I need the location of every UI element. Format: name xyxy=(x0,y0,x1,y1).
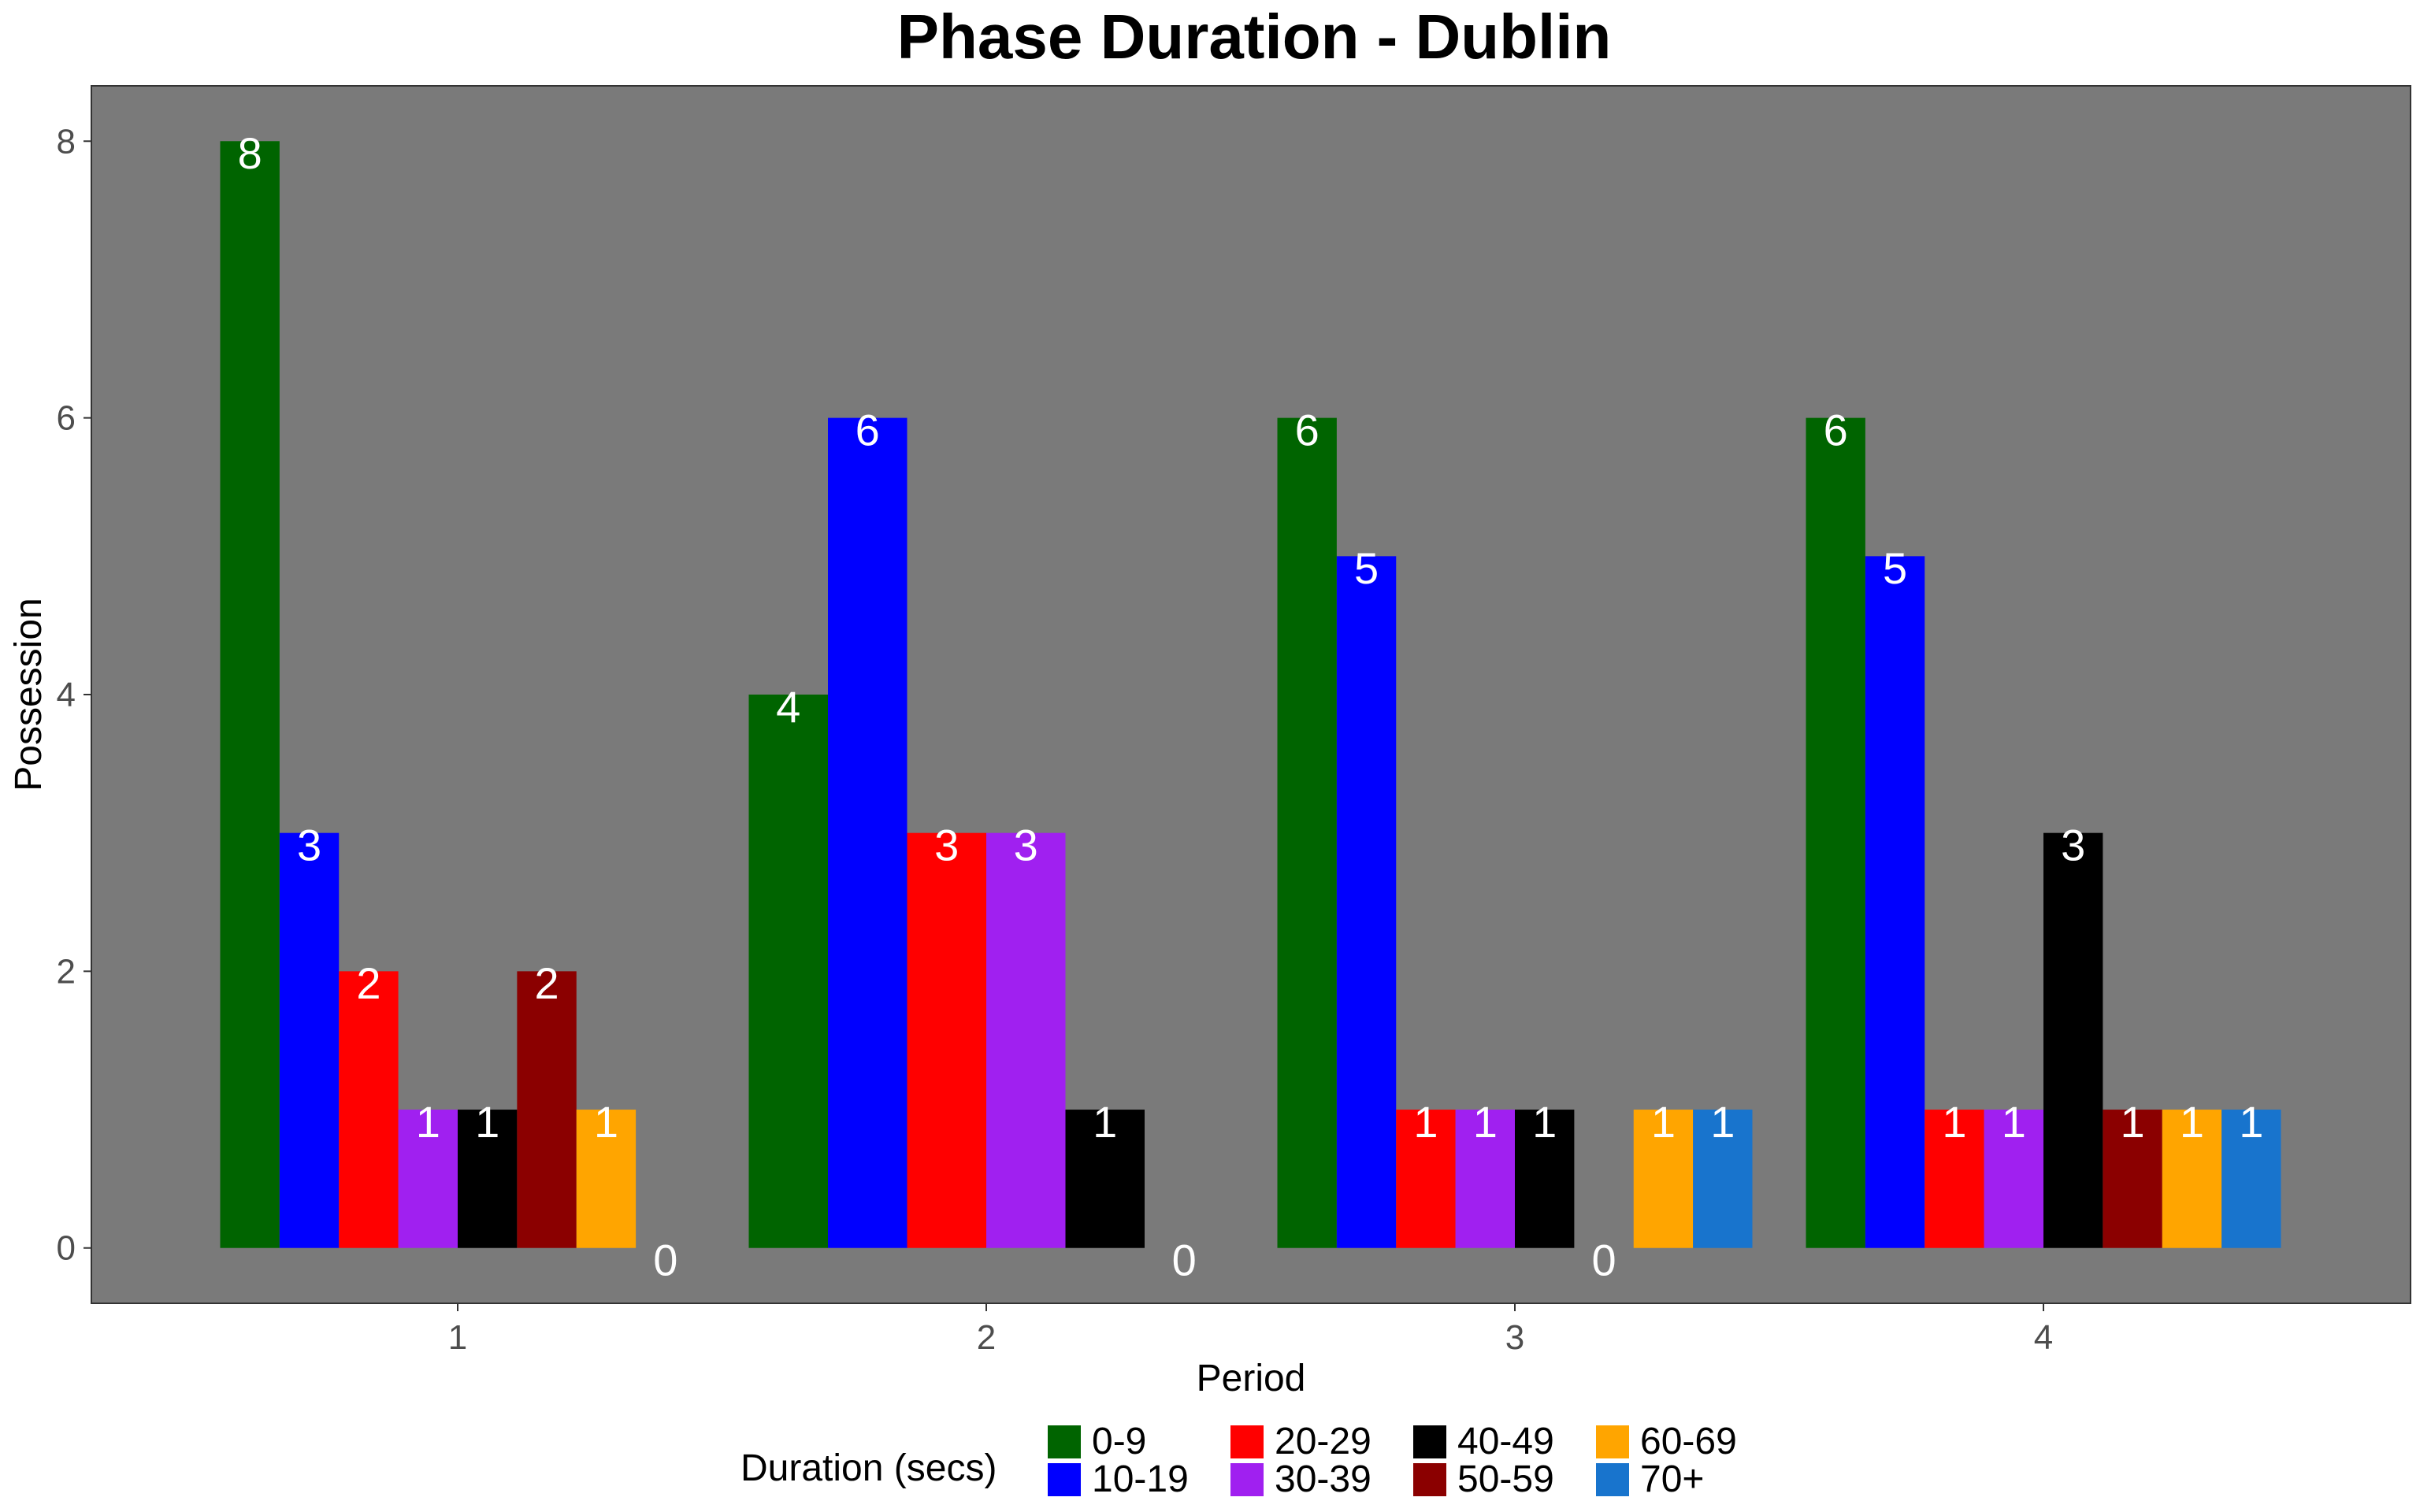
data-label: 5 xyxy=(1883,543,1907,593)
legend-key xyxy=(1048,1463,1081,1496)
data-label: 1 xyxy=(1473,1097,1498,1147)
data-label: 1 xyxy=(1651,1097,1676,1147)
data-label: 1 xyxy=(475,1097,499,1147)
legend-key xyxy=(1230,1463,1264,1496)
data-label: 5 xyxy=(1354,543,1379,593)
data-label: 1 xyxy=(416,1097,440,1147)
bar xyxy=(1806,417,1865,1248)
bar xyxy=(2043,832,2103,1248)
y-axis-title: Possession xyxy=(8,598,50,791)
plot-panel xyxy=(91,85,2411,1304)
legend-label: 20-29 xyxy=(1275,1421,1371,1462)
x-tick-label: 1 xyxy=(448,1318,467,1357)
data-label: 2 xyxy=(356,958,380,1008)
legend-label: 70+ xyxy=(1640,1458,1704,1500)
legend-key xyxy=(1413,1463,1446,1496)
y-tick-label: 6 xyxy=(57,399,76,438)
legend-key xyxy=(1596,1463,1629,1496)
bar xyxy=(576,1110,637,1248)
x-tick-label: 4 xyxy=(2034,1318,2053,1357)
bar xyxy=(1065,1110,1145,1248)
legend-label: 30-39 xyxy=(1275,1458,1371,1500)
data-label: 1 xyxy=(2002,1097,2026,1147)
data-label: 1 xyxy=(1710,1097,1735,1147)
bar xyxy=(748,695,828,1248)
y-tick-label: 4 xyxy=(57,676,76,714)
bar xyxy=(220,141,280,1248)
data-label: 6 xyxy=(1824,405,1848,454)
legend-key xyxy=(1230,1425,1264,1458)
bars xyxy=(220,141,2281,1248)
chart-title: Phase Duration - Dublin xyxy=(897,2,1612,72)
bar xyxy=(2162,1110,2222,1248)
data-label: 3 xyxy=(1014,820,1038,869)
data-label: 1 xyxy=(2239,1097,2263,1147)
bar xyxy=(1336,556,1397,1248)
data-label: 1 xyxy=(594,1097,618,1147)
legend-key xyxy=(1413,1425,1446,1458)
data-label: 3 xyxy=(934,820,959,869)
data-label: 1 xyxy=(2120,1097,2144,1147)
data-label: 6 xyxy=(856,405,880,454)
plot-background xyxy=(91,85,2411,1304)
legend-key xyxy=(1596,1425,1629,1458)
axes: 0 2 4 6 8 1 2 3 4 xyxy=(57,122,2054,1357)
legend-label: 50-59 xyxy=(1457,1458,1554,1500)
data-label: 1 xyxy=(1532,1097,1557,1147)
legend-key xyxy=(1048,1425,1081,1458)
legend-label: 10-19 xyxy=(1092,1458,1189,1500)
legend-label: 40-49 xyxy=(1457,1421,1554,1462)
bar xyxy=(2221,1110,2281,1248)
bar xyxy=(339,971,399,1248)
y-tick-label: 8 xyxy=(57,122,76,161)
bar xyxy=(1277,417,1337,1248)
bar xyxy=(1396,1110,1456,1248)
legend-label: 0-9 xyxy=(1092,1421,1146,1462)
bar xyxy=(1515,1110,1575,1248)
bar xyxy=(2103,1110,2162,1248)
data-label: 2 xyxy=(534,958,559,1008)
data-label: 3 xyxy=(297,820,321,869)
data-label: 1 xyxy=(1942,1097,1966,1147)
data-label: 1 xyxy=(1093,1097,1117,1147)
bar xyxy=(1455,1110,1515,1248)
bar xyxy=(828,417,908,1248)
data-label: 6 xyxy=(1295,405,1319,454)
bar xyxy=(398,1110,458,1248)
y-tick-label: 2 xyxy=(57,952,76,991)
bar xyxy=(458,1110,518,1248)
bar xyxy=(986,832,1066,1248)
data-label: 1 xyxy=(1413,1097,1438,1147)
data-label: 3 xyxy=(2061,820,2085,869)
bar xyxy=(1924,1110,1984,1248)
data-label: 8 xyxy=(238,128,262,178)
data-label: 1 xyxy=(2180,1097,2204,1147)
data-label: 0 xyxy=(1172,1236,1197,1285)
y-tick-label: 0 xyxy=(57,1229,76,1268)
bar xyxy=(1633,1110,1694,1248)
x-axis-title: Period xyxy=(1197,1358,1306,1399)
x-tick-label: 3 xyxy=(1505,1318,1524,1357)
data-label: 0 xyxy=(653,1236,677,1285)
legend-label: 60-69 xyxy=(1640,1421,1737,1462)
data-label: 4 xyxy=(776,682,800,732)
bar xyxy=(1693,1110,1753,1248)
legend-title: Duration (secs) xyxy=(740,1447,997,1489)
data-label: 0 xyxy=(1591,1236,1616,1285)
bar xyxy=(1865,556,1925,1248)
x-tick-label: 2 xyxy=(977,1318,996,1357)
bar xyxy=(907,832,986,1248)
bar xyxy=(1984,1110,2043,1248)
bar xyxy=(517,971,577,1248)
bar xyxy=(279,832,340,1248)
